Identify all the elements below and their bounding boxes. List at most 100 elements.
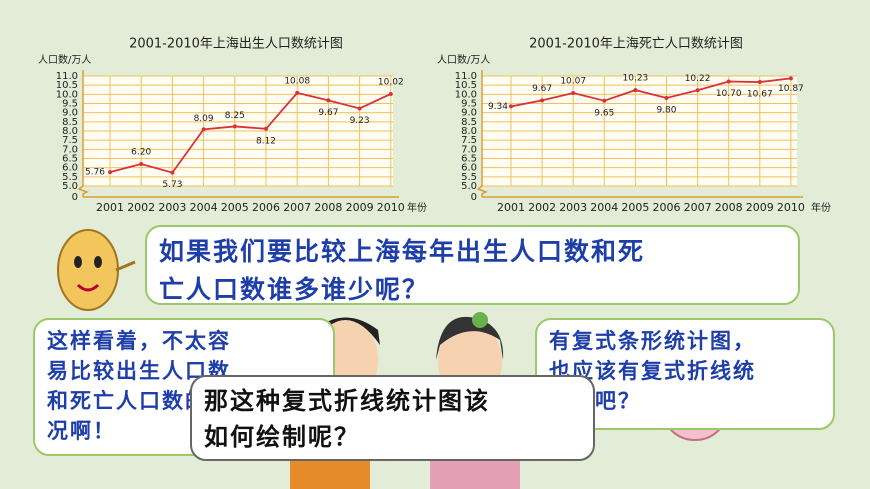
data-label: 8.09 [194, 114, 214, 124]
y-tick-label: 6.0 [62, 163, 78, 174]
data-point [139, 162, 144, 166]
data-point [695, 88, 700, 93]
data-label: 10.70 [716, 89, 742, 99]
y-axis [77, 70, 89, 197]
data-label: 8.25 [225, 111, 245, 121]
x-tick-label: 2008 [715, 201, 743, 214]
data-label: 8.12 [256, 136, 276, 146]
data-point [170, 170, 175, 175]
data-label: 10.07 [560, 77, 586, 87]
data-label: 9.23 [350, 116, 370, 126]
data-point [232, 124, 237, 129]
x-tick-label: 2001 [96, 201, 124, 214]
data-point [201, 127, 206, 132]
data-point [295, 90, 300, 95]
bubble-line: 如何绘制呢？ [204, 423, 360, 451]
y-tick-label: 5.5 [461, 172, 477, 183]
x-axis-label: 年份 [407, 201, 427, 214]
x-tick-label: 2004 [590, 201, 618, 214]
y-tick-label: 11.0 [455, 71, 477, 82]
x-tick-label: 2004 [190, 201, 218, 214]
y-tick-label: 5.5 [62, 172, 78, 183]
data-point [388, 91, 393, 96]
data-point [757, 80, 762, 85]
x-tick-label: 2005 [621, 201, 649, 214]
y-tick-label: 8.0 [461, 126, 477, 137]
y-tick-label: 7.5 [62, 135, 78, 146]
y-tick-label: 5.0 [461, 181, 477, 192]
data-label: 10.67 [747, 90, 773, 100]
data-line [510, 77, 792, 108]
speech-bubble: 那这种复式折线统计图该 如何绘制呢？ [190, 375, 595, 461]
y-tick-label: 6.5 [62, 154, 78, 165]
data-point [509, 104, 513, 109]
x-tick-label: 2007 [684, 201, 712, 214]
chart-title: 2001-2010年上海出生人口数统计图 [129, 37, 343, 52]
data-point [664, 96, 669, 100]
bubble-line: 有复式条形统计图， [549, 329, 756, 353]
data-label: 9.67 [532, 84, 552, 94]
x-tick-label: 2002 [528, 201, 556, 214]
bubble-line: 亡人口数谁多谁少呢？ [159, 275, 430, 304]
data-point [108, 170, 112, 175]
data-point [264, 126, 268, 131]
y-tick-label: 7.5 [461, 135, 477, 146]
x-tick-label: 2003 [158, 201, 186, 214]
y-tick-label: 10.5 [455, 80, 477, 91]
x-tick-label: 2007 [283, 201, 311, 214]
x-tick-label: 2009 [746, 201, 774, 214]
data-label: 9.67 [318, 108, 338, 118]
y-tick-label: 9.5 [461, 99, 477, 110]
y-tick-label: 5.0 [62, 181, 78, 192]
y-axis-label: 人口数/万人 [437, 53, 490, 66]
y-tick-label: 7.0 [461, 144, 477, 155]
data-label: 5.76 [85, 168, 105, 178]
y-tick-label: 6.0 [461, 163, 477, 174]
data-point [540, 98, 545, 103]
data-label: 9.80 [656, 106, 676, 116]
data-label: 10.22 [685, 74, 711, 84]
bubble-line: 况啊！ [47, 419, 116, 443]
x-axis-label: 年份 [811, 201, 831, 214]
data-label: 10.87 [778, 84, 804, 94]
data-point [633, 88, 638, 93]
y-tick-label: 8.0 [62, 126, 78, 137]
x-tick-label: 2006 [252, 201, 280, 214]
x-tick-label: 2002 [127, 201, 155, 214]
x-tick-label: 2010 [377, 201, 405, 214]
y-tick-label: 10.5 [56, 80, 78, 91]
data-point [788, 76, 793, 81]
x-tick-label: 2008 [314, 201, 342, 214]
x-tick-label: 2003 [559, 201, 587, 214]
y-tick-label: 9.0 [461, 108, 477, 119]
bubble-line: 这样看着，不太容 [47, 329, 231, 353]
bubble-line: 那这种复式折线统计图该 [204, 387, 490, 415]
chart-title: 2001-2010年上海死亡人口数统计图 [529, 37, 743, 52]
y-tick-label: 7.0 [62, 144, 78, 155]
data-line [109, 91, 392, 174]
data-point [571, 91, 576, 96]
speech-bubble: 如果我们要比较上海每年出生人口数和死 亡人口数谁多谁少呢？ [145, 225, 800, 305]
y-tick-label: 0 [471, 192, 477, 203]
y-tick-label: 9.5 [62, 99, 78, 110]
y-axis [476, 70, 488, 197]
potato-left [57, 229, 136, 311]
x-tick-label: 2006 [653, 201, 681, 214]
data-point [326, 98, 331, 103]
x-tick-label: 2001 [497, 201, 525, 214]
x-tick-label: 2010 [777, 201, 805, 214]
data-label: 9.34 [488, 102, 508, 112]
y-tick-label: 10.0 [455, 89, 477, 100]
data-label: 10.23 [623, 74, 649, 84]
data-point [357, 106, 362, 111]
line-chart: 2001-2010年上海出生人口数统计图人口数/万人年份05.05.56.06.… [38, 37, 427, 215]
y-tick-label: 6.5 [461, 154, 477, 165]
y-tick-label: 8.5 [461, 117, 477, 128]
y-tick-label: 11.0 [56, 71, 78, 82]
data-label: 10.08 [284, 76, 310, 86]
data-label: 9.65 [594, 108, 614, 118]
data-label: 5.73 [162, 180, 182, 190]
data-label: 10.02 [378, 77, 404, 87]
y-tick-label: 9.0 [62, 108, 78, 119]
